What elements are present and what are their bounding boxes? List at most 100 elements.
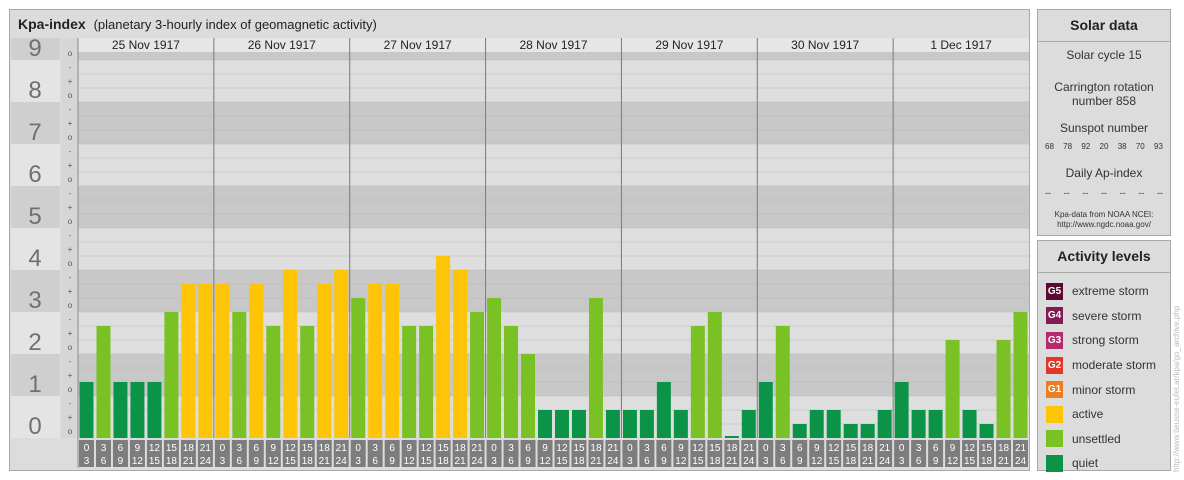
date-header-band	[78, 38, 1029, 52]
kp-bar	[470, 312, 485, 438]
sunspot-value: 20	[1099, 142, 1109, 151]
interval-cell	[231, 440, 247, 467]
legend-g3-strong: G3 strong storm	[1038, 328, 1170, 353]
y-minor-label: +	[68, 287, 73, 296]
interval-start-label: 0	[763, 443, 769, 454]
active-swatch	[1046, 405, 1063, 423]
interval-cell	[112, 440, 128, 467]
legend-label: extreme storm	[1072, 284, 1149, 299]
interval-end-label: 6	[916, 456, 922, 467]
interval-cell	[1013, 440, 1028, 467]
kp-bar	[334, 270, 349, 438]
ap-value: --	[1063, 188, 1070, 198]
interval-start-label: 15	[845, 443, 857, 454]
kp-bar	[877, 409, 892, 438]
interval-cell	[452, 440, 468, 467]
kp-bar	[826, 409, 841, 438]
interval-end-label: 6	[372, 456, 378, 467]
interval-start-label: 12	[556, 443, 568, 454]
kp-bar	[996, 340, 1011, 438]
interval-start-label: 9	[271, 443, 277, 454]
interval-start-label: 15	[709, 443, 721, 454]
g3-badge: G3	[1046, 331, 1063, 349]
solar-data-panel: Solar data Solar cycle 15 Carrington rot…	[1037, 9, 1171, 236]
interval-cell	[248, 440, 264, 467]
interval-end-label: 6	[780, 456, 786, 467]
interval-end-label: 24	[200, 456, 212, 467]
interval-start-label: 15	[302, 443, 314, 454]
y-minor-label: +	[68, 245, 73, 254]
unsettled-swatch	[1046, 430, 1063, 448]
y-minor-label: -	[69, 63, 72, 72]
y-label-cell	[11, 102, 60, 144]
kp-bar	[419, 325, 434, 438]
kp-bar	[130, 382, 145, 438]
interval-cell	[928, 440, 944, 467]
interval-start-label: 6	[933, 443, 939, 454]
interval-start-label: 21	[336, 443, 348, 454]
kp-bar	[724, 436, 739, 438]
interval-start-label: 9	[814, 443, 820, 454]
interval-end-label: 3	[84, 456, 90, 467]
y-label-cell	[11, 38, 60, 60]
kp-bar	[792, 424, 807, 438]
kp-bar	[300, 325, 315, 438]
interval-end-label: 6	[508, 456, 514, 467]
kp-bar	[928, 409, 943, 438]
kp-bar	[979, 424, 994, 438]
interval-start-label: 12	[285, 443, 297, 454]
ap-value: --	[1119, 188, 1126, 198]
interval-end-label: 24	[879, 456, 891, 467]
interval-cell	[197, 440, 213, 467]
g5-badge: G5	[1046, 282, 1063, 300]
kp-bar	[198, 283, 213, 438]
carrington-rotation: Carrington rotation number 858	[1054, 80, 1154, 108]
ap-value: --	[1045, 188, 1051, 198]
interval-end-label: 9	[118, 456, 124, 467]
legend-label: unsettled	[1072, 431, 1121, 446]
interval-end-label: 18	[166, 456, 178, 467]
sunspot-value: 93	[1154, 142, 1163, 151]
y-minor-label: +	[68, 371, 73, 380]
interval-cell	[282, 440, 298, 467]
solar-divider	[1038, 41, 1170, 42]
interval-start-label: 6	[525, 443, 531, 454]
interval-start-label: 3	[780, 443, 786, 454]
data-source: Kpa-data from NOAA NCEI: http://www.ngdc…	[1054, 210, 1154, 229]
interval-cell	[996, 440, 1012, 467]
interval-cell	[775, 440, 791, 467]
kp-bar	[622, 409, 637, 438]
interval-end-label: 15	[285, 456, 297, 467]
interval-end-label: 24	[743, 456, 755, 467]
interval-cell	[299, 440, 315, 467]
interval-cell	[588, 440, 604, 467]
interval-cell	[843, 440, 859, 467]
kp-bar	[860, 424, 875, 438]
ap-value: --	[1082, 188, 1089, 198]
interval-end-label: 21	[862, 456, 874, 467]
interval-end-label: 15	[421, 456, 433, 467]
kp-bar	[385, 283, 400, 438]
kp-bar	[368, 283, 383, 438]
legend-label: moderate storm	[1072, 358, 1157, 373]
activity-levels-panel: Activity levels G5 extreme storm G4 seve…	[1037, 240, 1171, 472]
kp-bar	[1013, 312, 1028, 438]
interval-cell	[605, 440, 621, 467]
interval-end-label: 12	[132, 456, 144, 467]
kp-bar	[317, 283, 332, 438]
interval-end-label: 15	[828, 456, 840, 467]
interval-end-label: 3	[763, 456, 769, 467]
interval-start-label: 12	[828, 443, 840, 454]
y-minor-label: +	[68, 413, 73, 422]
kp-bar	[843, 424, 858, 438]
y-minor-label: +	[68, 329, 73, 338]
interval-cell	[95, 440, 111, 467]
interval-cell	[979, 440, 995, 467]
interval-cell	[792, 440, 808, 467]
kp-bar	[351, 298, 366, 438]
interval-cell	[673, 440, 689, 467]
interval-end-label: 12	[947, 456, 959, 467]
kp-bar	[181, 283, 196, 438]
day-label: 28 Nov 1917	[519, 38, 587, 52]
interval-cell	[384, 440, 400, 467]
